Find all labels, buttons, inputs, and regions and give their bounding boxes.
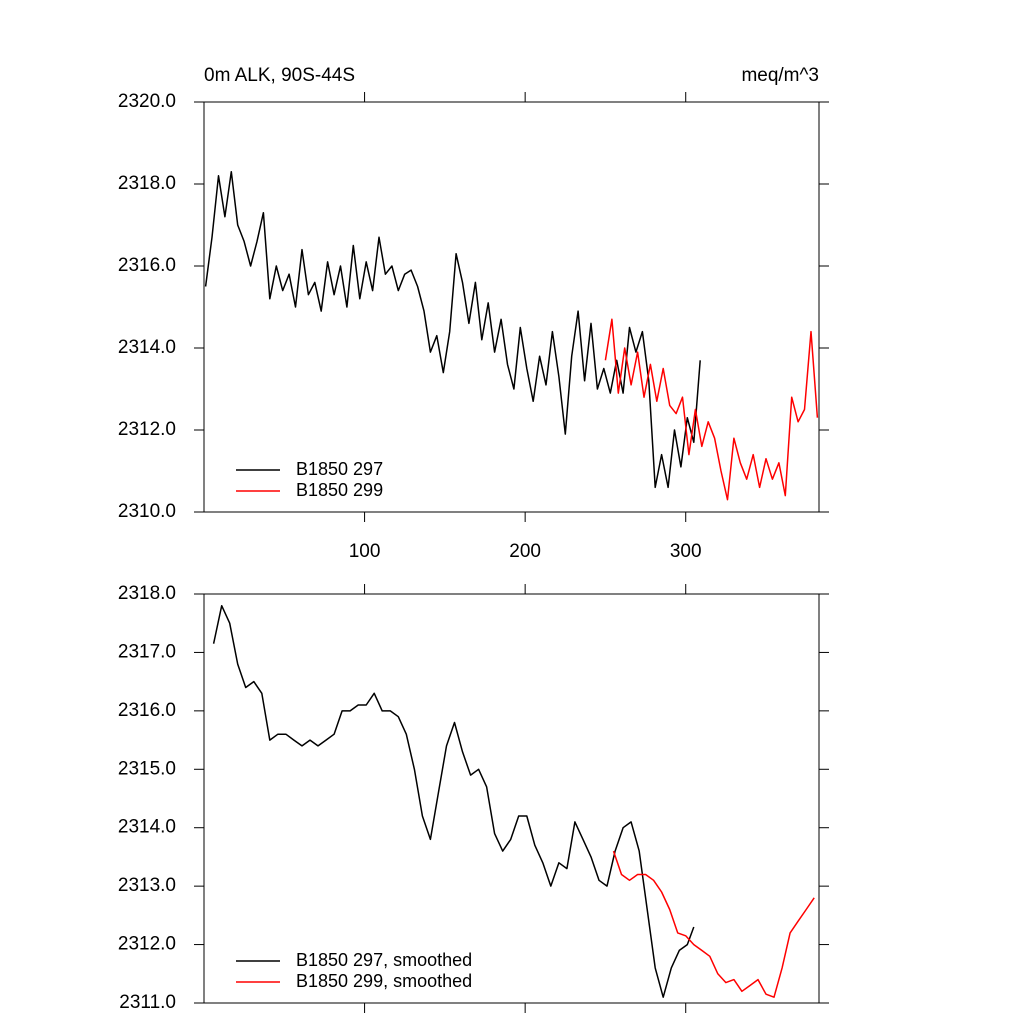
y-tick-label: 2315.0 <box>118 758 176 779</box>
y-tick-label: 2316.0 <box>118 255 176 276</box>
plot-frame <box>203 101 820 513</box>
y-tick-label: 2316.0 <box>118 700 176 721</box>
y-tick-label: 2310.0 <box>118 501 176 522</box>
x-tick-label: 300 <box>670 541 702 562</box>
legend-label: B1850 297, smoothed <box>296 950 472 970</box>
y-tick-label: 2317.0 <box>118 641 176 662</box>
y-tick-label: 2320.0 <box>118 91 176 112</box>
legend-label: B1850 297 <box>296 459 383 479</box>
x-tick-label: 100 <box>349 541 381 562</box>
series-line <box>212 604 695 998</box>
series-line <box>604 318 819 501</box>
legend-label: B1850 299, smoothed <box>296 971 472 991</box>
y-tick-label: 2314.0 <box>118 337 176 358</box>
y-tick-label: 2314.0 <box>118 817 176 838</box>
x-tick-label: 200 <box>509 541 541 562</box>
plot-frame <box>203 593 820 1004</box>
units-label: meq/m^3 <box>741 65 819 86</box>
y-tick-label: 2318.0 <box>118 173 176 194</box>
legend-label: B1850 299 <box>296 480 383 500</box>
y-tick-label: 2311.0 <box>119 992 176 1013</box>
chart-title: 0m ALK, 90S-44S <box>204 65 355 86</box>
y-tick-label: 2312.0 <box>118 934 176 955</box>
series-line <box>204 170 701 489</box>
series-line <box>612 850 815 998</box>
y-tick-label: 2313.0 <box>118 875 176 896</box>
y-tick-label: 2312.0 <box>118 419 176 440</box>
y-tick-label: 2318.0 <box>118 583 176 604</box>
